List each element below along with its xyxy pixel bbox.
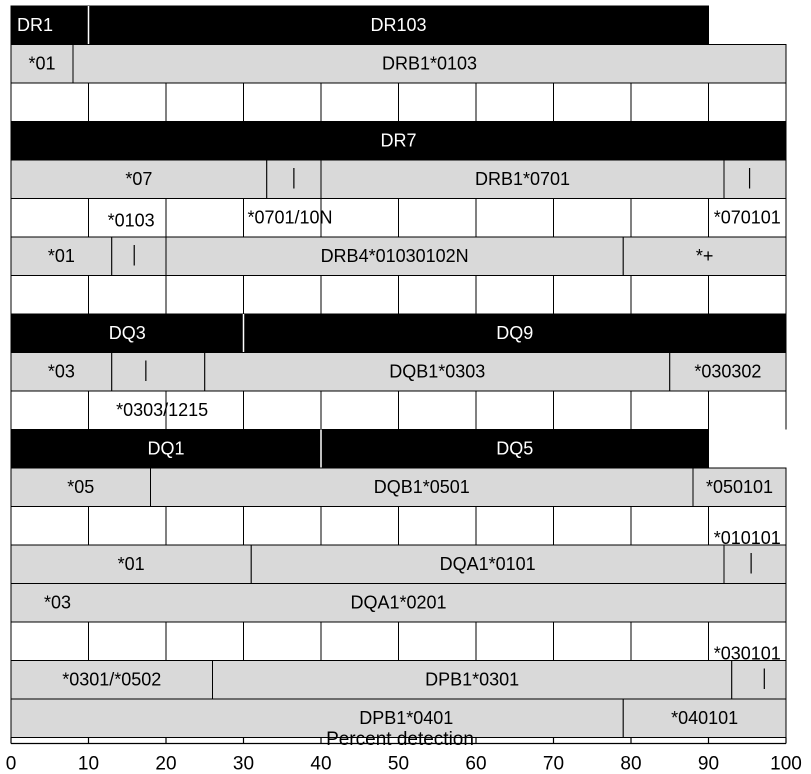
- annotation-label: *010101: [714, 528, 781, 548]
- bar-segment: [204, 352, 671, 392]
- bar-segment: [88, 5, 709, 45]
- x-tick-label: 10: [78, 754, 99, 774]
- annotation-label: *0701/10N: [247, 208, 332, 228]
- chart-row-5: *0103 *0701/10N *070101: [10, 198, 787, 237]
- bar-segment: [165, 236, 624, 276]
- segment-label: DQB1*0501: [374, 477, 470, 497]
- bar-segment: [111, 236, 167, 276]
- chart-row-17: *0301/*0502 DPB1*0301: [10, 660, 787, 700]
- chart-row-2: [10, 83, 787, 122]
- segment-label: *+: [696, 246, 714, 266]
- segment-label: *03: [48, 362, 75, 382]
- chart-row-15: DQA1*0201 *03: [10, 583, 787, 623]
- segment-label: DQ9: [496, 323, 533, 343]
- x-tick-label: 20: [155, 754, 176, 774]
- segment-label: DPB1*0401: [359, 708, 453, 728]
- segment-label: *07: [125, 169, 152, 189]
- segment-label: DPB1*0301: [425, 670, 519, 690]
- segment-label: *030302: [694, 362, 761, 382]
- chart-row-12: *05 DQB1*0501 *050101: [10, 467, 787, 507]
- segment-label: DQA1*0101: [440, 554, 536, 574]
- segment-label: DRB4*01030102N: [321, 246, 469, 266]
- annotation-label: *0103: [108, 211, 155, 231]
- bar-segment: [723, 159, 787, 199]
- bar-segment: [10, 44, 74, 84]
- x-tick-label: 0: [6, 754, 17, 774]
- segment-label: *050101: [706, 477, 773, 497]
- bar-segment: [731, 660, 787, 700]
- annotation-label: *030101: [714, 643, 781, 663]
- bar-segment: [10, 236, 113, 276]
- bar-segment: [692, 467, 787, 507]
- bar-segment: [150, 467, 694, 507]
- x-tick-label: 30: [233, 754, 254, 774]
- segment-label: *0301/*0502: [62, 670, 161, 690]
- bar-segment: [10, 159, 268, 199]
- bar-segment: [10, 467, 151, 507]
- segment-label: DQA1*0201: [350, 593, 446, 613]
- bar-segment: [622, 698, 787, 738]
- chart-row-1: *01 DRB1*0103: [10, 44, 787, 84]
- bar-segment: [111, 352, 206, 392]
- segment-label: DQ3: [109, 323, 146, 343]
- segment-label: DRB1*0103: [382, 54, 477, 74]
- segment-label: *01: [48, 246, 75, 266]
- bar-segment: [212, 660, 733, 700]
- segment-label: *05: [67, 477, 94, 497]
- chart-row-14: *01 DQA1*0101: [10, 544, 787, 584]
- chart-row-11: DQ1 DQ5: [10, 429, 709, 469]
- segment-label: *03: [44, 593, 71, 613]
- x-tick-label: 70: [543, 754, 564, 774]
- bar-segment: [622, 236, 787, 276]
- chart-row-8: DQ3 DQ9: [10, 313, 787, 353]
- bar-segment: [10, 544, 252, 584]
- bar-segment: [723, 544, 787, 584]
- chart-row-4: *07 DRB1*0701: [10, 159, 787, 199]
- chart-row-3: DR7: [10, 121, 787, 161]
- segment-label: DR7: [380, 131, 416, 151]
- bar-segment: [243, 313, 787, 353]
- bar-segment: [320, 429, 709, 469]
- chart-row-9: *03 DQB1*0303 *030302: [10, 352, 787, 392]
- chart-row-6: *01 DRB4*01030102N *+: [10, 236, 787, 276]
- x-tick-label: 100: [770, 754, 802, 774]
- bar-segment: [10, 5, 89, 45]
- x-tick-label: 60: [465, 754, 486, 774]
- segment-label: *040101: [671, 708, 738, 728]
- chart-row-10: *0303/1215: [10, 391, 787, 430]
- bar-segment: [10, 660, 213, 700]
- x-tick-label: 40: [310, 754, 331, 774]
- x-tick-label: 50: [388, 754, 409, 774]
- bar-segment: [10, 313, 244, 353]
- segment-label: DRB1*0701: [475, 169, 570, 189]
- chart-row-16: *030101: [10, 622, 787, 663]
- annotation-label: *0303/1215: [116, 400, 208, 420]
- bar-segment: [10, 698, 624, 738]
- segment-label: DQ5: [496, 439, 533, 459]
- segment-label: DQB1*0303: [389, 362, 485, 382]
- segment-label: *01: [28, 54, 55, 74]
- segment-label: DQ1: [147, 439, 184, 459]
- chart-rows: DR1 DR103 *01 DRB1*0103 DR7 *07 DRB1*0701 *0103…: [10, 5, 787, 738]
- segment-label: DR1: [17, 15, 53, 35]
- bar-segment: [669, 352, 787, 392]
- x-tick-label: 80: [620, 754, 641, 774]
- annotation-label: *070101: [714, 208, 781, 228]
- x-axis: 0 10 20 30 40 50 60 70 80 90 100: [6, 737, 802, 774]
- segment-label: DR103: [370, 15, 426, 35]
- x-tick-label: 90: [698, 754, 719, 774]
- segment-label: *01: [118, 554, 145, 574]
- x-axis-label: Percent detection: [326, 729, 474, 750]
- bar-segment: [10, 583, 787, 623]
- chart-row-7: [10, 275, 787, 314]
- chart-row-0: DR1 DR103: [10, 5, 709, 45]
- bar-segment: [72, 44, 787, 84]
- chart-row-13: *010101: [10, 506, 787, 548]
- chart-row-18: DPB1*0401 *040101: [10, 698, 787, 738]
